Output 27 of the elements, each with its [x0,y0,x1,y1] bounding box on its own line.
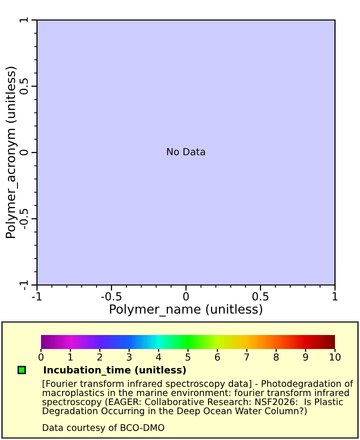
x-tick-label: -1 [32,292,42,300]
y-tick-label: -1 [20,280,28,290]
color-bar-label: 3 [126,353,132,361]
text: [Fourier transform infrared spectroscopy data] - Photodegradation of macroplastics in the marine environment: fourier transform infrared spectroscopy (EAGER: Collaborative Research: NSF2026: Is Plastic Degradation Occurring in the Deep Ocean Water Column?) [42,380,354,416]
x-tick-label: -0.5 [101,292,122,301]
color-bar-label: 7 [244,353,250,361]
color-bar-label: 9 [303,353,308,361]
color-bar-label: 0 [38,353,44,361]
x-tick-label: 0.5 [252,292,268,301]
legend-label: Incubation_time (unitless) [44,366,186,376]
annotation: No Data [167,148,205,156]
y-axis-title: Polymer_acronym (unitless) [5,66,18,238]
color-bar-label: 10 [330,353,341,361]
color-bar-label: 2 [97,353,102,361]
text: Data courtesy of BCO-DMO [42,424,164,433]
y-tick-label: 0 [20,150,28,156]
color-bar-label: 1 [68,353,73,361]
x-tick-label: 1 [332,292,338,300]
color-bar-label: 5 [186,353,190,361]
color-bar-label: 8 [274,353,279,361]
x-axis-title: Polymer_name (unitless) [110,304,262,317]
y-tick-label: 1 [20,17,28,22]
y-tick-label: 0.5 [20,78,28,94]
y-tick-label: -0.5 [20,208,28,230]
color-bar-label: 6 [214,353,220,361]
x-tick-label: 0 [183,292,189,301]
color-bar-label: 4 [156,353,162,361]
